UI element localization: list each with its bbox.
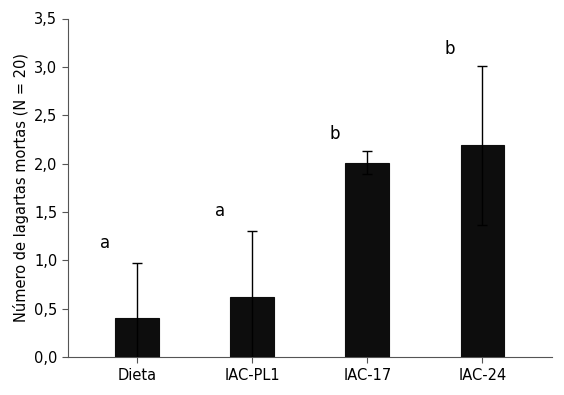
Bar: [345, 163, 389, 357]
Text: a: a: [100, 233, 110, 252]
Bar: [115, 318, 159, 357]
Text: b: b: [330, 125, 340, 143]
Text: a: a: [215, 202, 225, 220]
Bar: [461, 145, 504, 357]
Text: b: b: [445, 40, 455, 58]
Bar: [230, 297, 274, 357]
Y-axis label: Número de lagartas mortas (N = 20): Número de lagartas mortas (N = 20): [12, 53, 29, 322]
